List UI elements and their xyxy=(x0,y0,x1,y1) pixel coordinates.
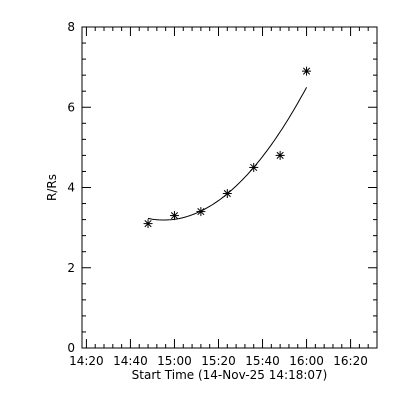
asterisk-stroke xyxy=(144,220,152,228)
asterisk-stroke xyxy=(170,211,179,220)
x-axis-title: Start Time (14-Nov-25 14:18:07) xyxy=(132,368,328,382)
y-axis-ticks: 0 2 4 6 8 xyxy=(67,20,377,355)
asterisk-stroke xyxy=(250,163,258,172)
x-tick-label: 16:00 xyxy=(289,354,324,368)
data-point-asterisk xyxy=(275,150,285,160)
x-axis-ticks: 14:20 14:40 15:00 15:20 15:40 16:00 16:20 xyxy=(69,27,378,368)
y-tick-label: 4 xyxy=(67,181,75,195)
y-tick-label: 2 xyxy=(67,261,75,275)
x-tick-label: 15:20 xyxy=(201,354,236,368)
plot-frame xyxy=(81,26,378,349)
data-point-asterisk xyxy=(222,189,232,199)
data-point-asterisk xyxy=(302,66,312,76)
data-point-asterisk xyxy=(143,219,153,229)
asterisk-stroke xyxy=(276,151,284,159)
y-tick-label: 8 xyxy=(67,20,75,34)
data-point-asterisk xyxy=(196,207,206,217)
asterisk-stroke xyxy=(223,189,231,198)
y-axis-title: R/Rs xyxy=(45,174,59,201)
y-tick-label: 6 xyxy=(67,100,75,114)
x-tick-label: 15:40 xyxy=(245,354,280,368)
asterisk-stroke xyxy=(197,207,205,216)
y-tick-label: 0 xyxy=(67,341,75,355)
data-point-asterisk xyxy=(169,211,179,221)
asterisk-stroke xyxy=(302,67,311,75)
data-points xyxy=(143,66,312,229)
x-tick-label: 16:20 xyxy=(333,354,368,368)
fit-curve xyxy=(147,87,308,221)
data-point-asterisk xyxy=(249,162,259,172)
x-tick-label: 15:00 xyxy=(157,354,192,368)
x-tick-label: 14:20 xyxy=(69,354,104,368)
x-tick-label: 14:40 xyxy=(113,354,148,368)
